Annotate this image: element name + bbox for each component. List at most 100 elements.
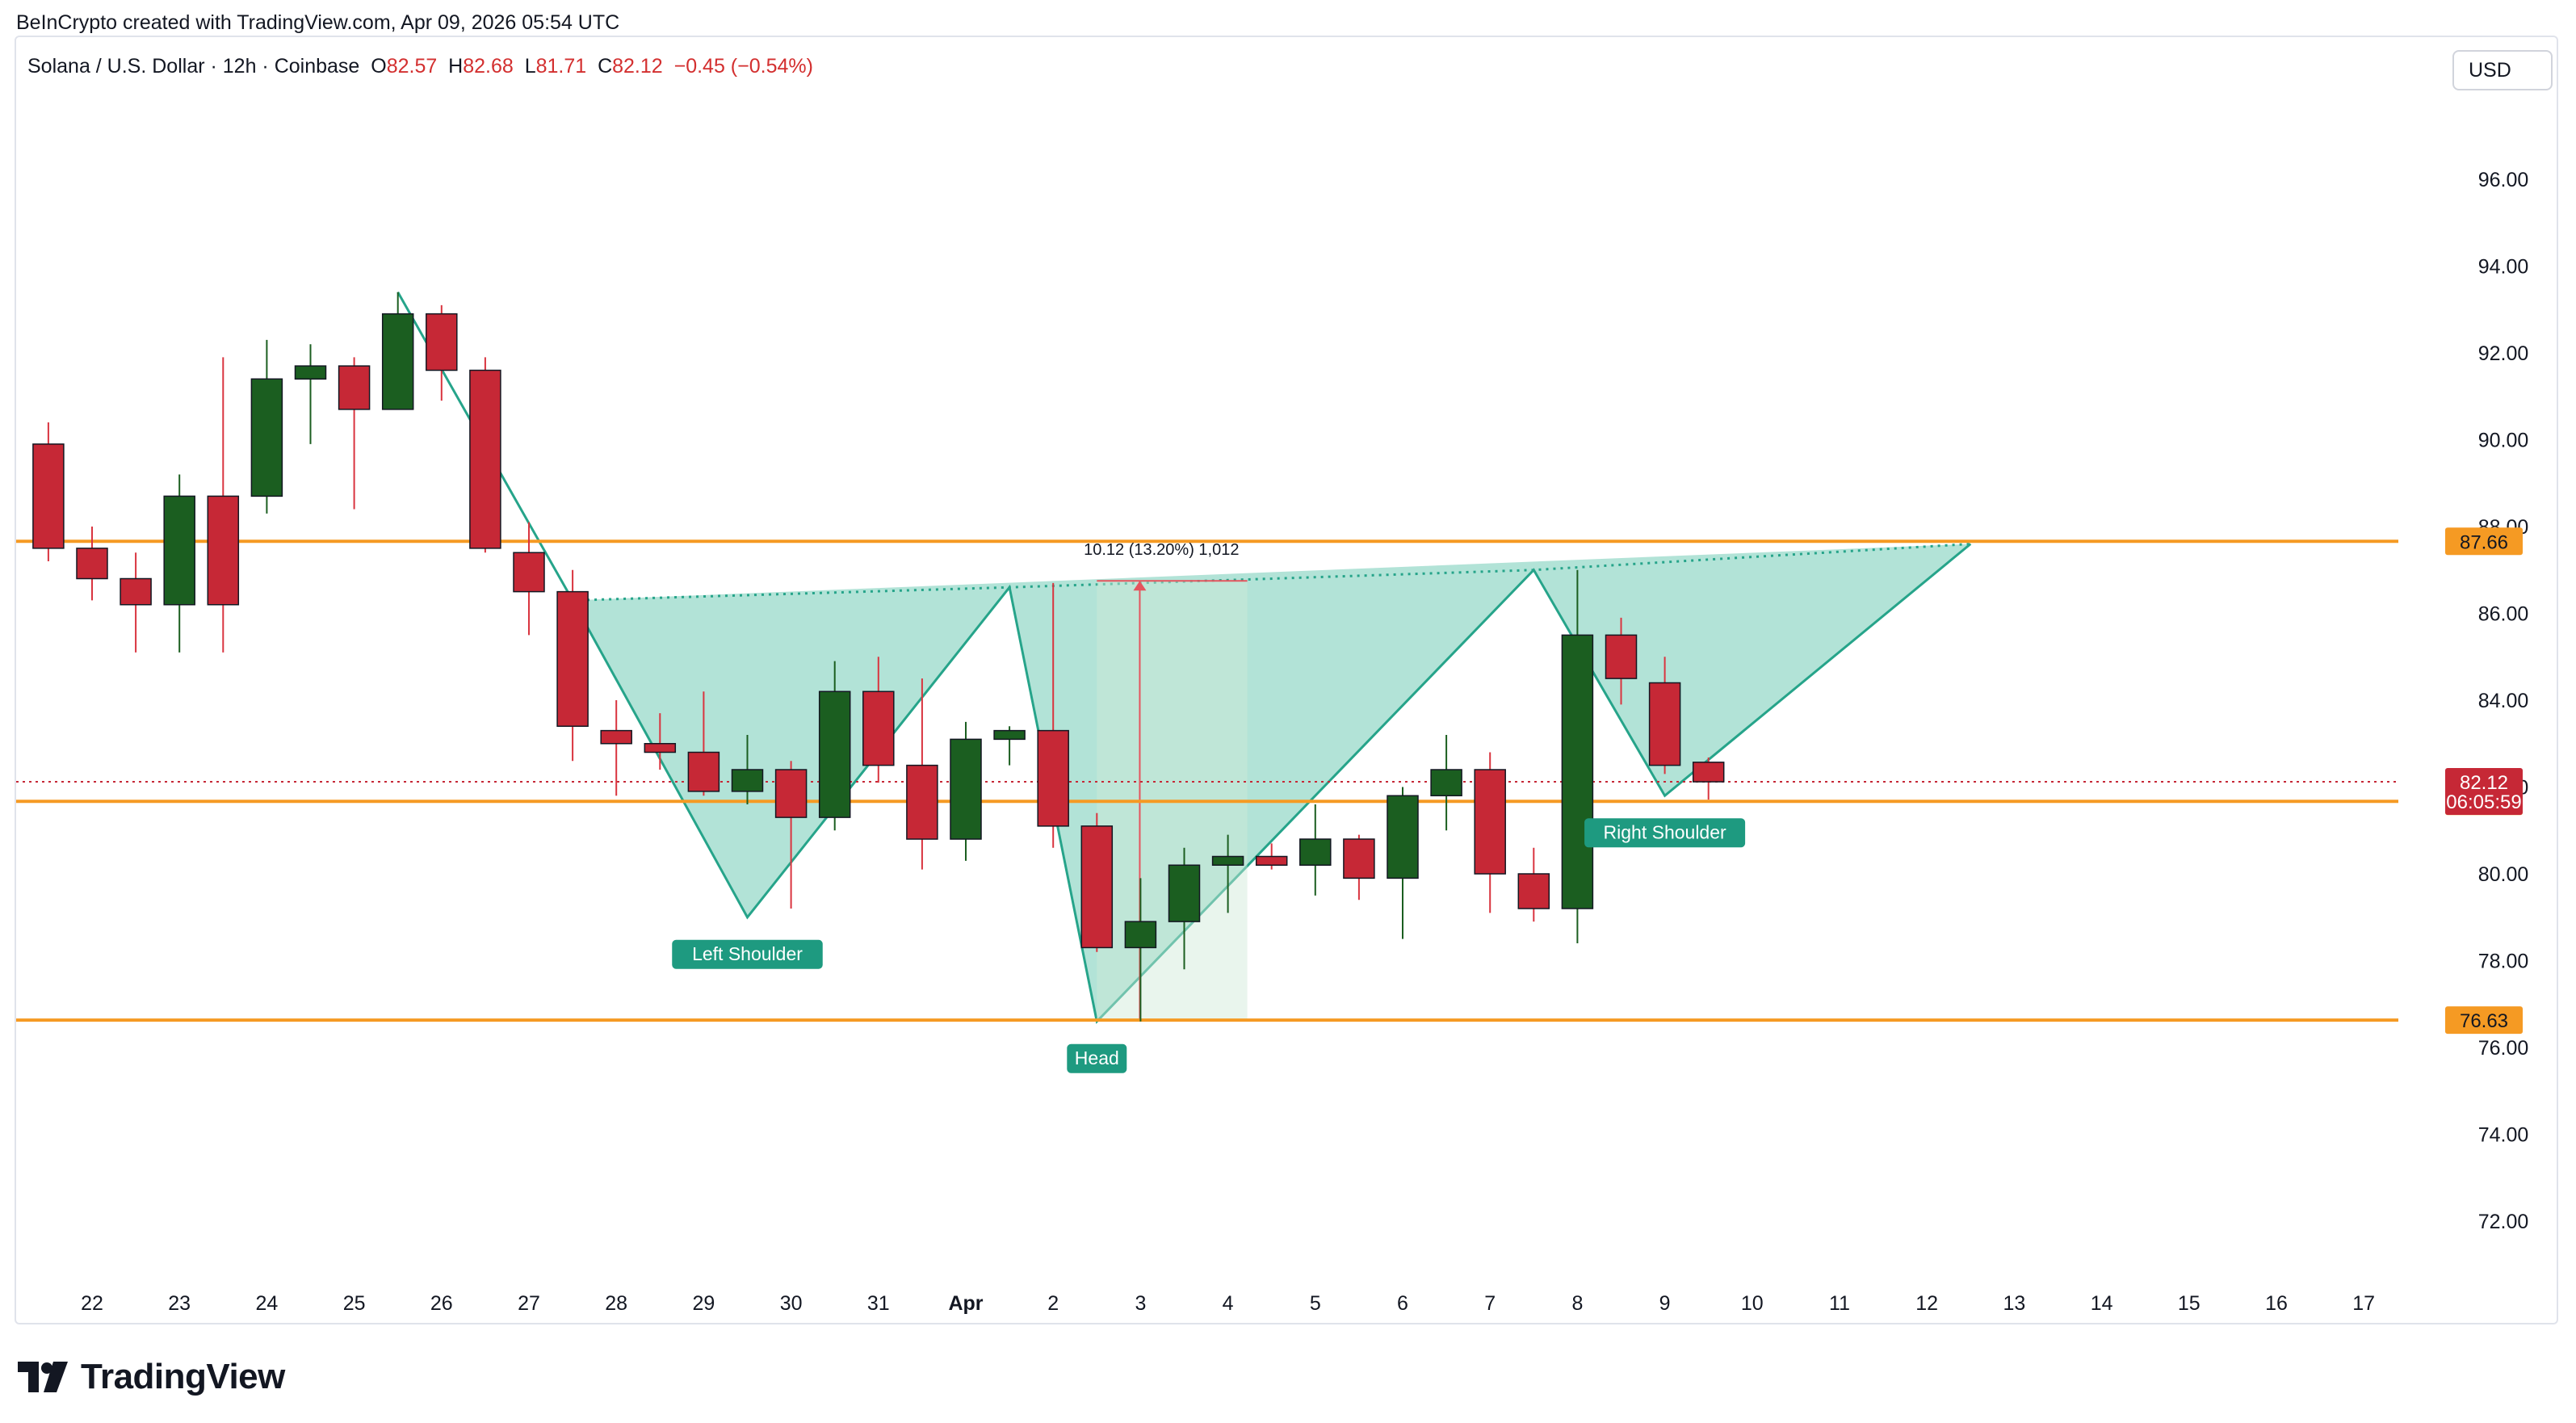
candle-body[interactable]	[1387, 795, 1419, 879]
candle-body[interactable]	[207, 495, 240, 606]
candle-body[interactable]	[513, 552, 545, 593]
level-price-badge-bg	[2445, 527, 2523, 556]
x-tick-label: 23	[168, 1292, 191, 1315]
candle-body[interactable]	[1343, 838, 1375, 879]
y-tick-label: 92.00	[2478, 342, 2529, 365]
candle-body[interactable]	[250, 378, 283, 497]
candle-body[interactable]	[687, 751, 720, 792]
last-price-badge-bg	[2445, 768, 2523, 816]
candle-body[interactable]	[338, 365, 371, 410]
pattern-label-text: Head	[1075, 1047, 1119, 1068]
level-price-badge[interactable]: 87.66	[2445, 527, 2523, 556]
measure-label: 10.12 (13.20%) 1,012	[1084, 541, 1239, 559]
x-tick-label: 2	[1047, 1292, 1059, 1315]
candle-body[interactable]	[120, 577, 152, 606]
candle-body[interactable]	[32, 443, 65, 549]
level-price-badge[interactable]: 76.63	[2445, 1006, 2523, 1035]
close-value: 82.12	[612, 55, 663, 78]
y-tick-label: 96.00	[2478, 169, 2529, 191]
pattern-label[interactable]: Right Shoulder	[1584, 818, 1746, 848]
candle-body[interactable]	[731, 769, 764, 792]
measure-arrow-head	[1133, 581, 1147, 591]
candle-body[interactable]	[294, 365, 327, 380]
candle-body[interactable]	[381, 313, 414, 410]
x-tick-label: 22	[81, 1292, 103, 1315]
x-tick-label: 15	[2178, 1292, 2201, 1315]
x-tick-label: 31	[867, 1292, 890, 1315]
y-tick-label: 78.00	[2478, 951, 2529, 973]
candle-body[interactable]	[1648, 682, 1681, 766]
x-tick-label: 13	[2003, 1292, 2025, 1315]
candle-body[interactable]	[1561, 634, 1594, 909]
candle-body[interactable]	[950, 738, 982, 840]
candle-body[interactable]	[1124, 921, 1157, 949]
x-tick-label: 29	[692, 1292, 715, 1315]
candle-body[interactable]	[1299, 838, 1332, 866]
x-tick-label: 14	[2091, 1292, 2113, 1315]
x-tick-label: 30	[780, 1292, 803, 1315]
candle-body[interactable]	[906, 764, 938, 840]
close-label: C	[598, 55, 613, 78]
candle-body[interactable]	[1080, 825, 1114, 949]
level-price-badge-bg	[2445, 1006, 2523, 1035]
tradingview-logo[interactable]: TradingView	[18, 1357, 285, 1397]
open-value: 82.57	[386, 55, 438, 78]
candle-body[interactable]	[163, 495, 195, 606]
x-tick-label: 17	[2352, 1292, 2375, 1315]
candle-body[interactable]	[993, 729, 1026, 741]
currency-button[interactable]: USD	[2452, 50, 2553, 90]
low-label: L	[524, 55, 536, 78]
candle-body[interactable]	[600, 729, 632, 745]
pattern-label-bg	[1067, 1043, 1127, 1073]
tradingview-logo-icon	[18, 1362, 68, 1392]
candle-body[interactable]	[774, 769, 808, 818]
level-price-badge-text: 87.66	[2460, 531, 2508, 553]
candle-body[interactable]	[1430, 769, 1462, 796]
candle-body[interactable]	[1474, 769, 1506, 875]
pattern-label[interactable]: Left Shoulder	[672, 939, 823, 969]
change-value: −0.45 (−0.54%)	[673, 55, 813, 78]
candle-body[interactable]	[1517, 873, 1550, 909]
pattern-label[interactable]: Head	[1067, 1043, 1127, 1073]
symbol-legend[interactable]: Solana / U.S. Dollar · 12h · Coinbase O8…	[27, 55, 813, 78]
y-tick-label: 94.00	[2478, 256, 2529, 279]
candle-body[interactable]	[1255, 855, 1288, 866]
pattern-label-text: Left Shoulder	[692, 943, 803, 964]
last-price-badge-text: 06:05:59	[2446, 791, 2521, 813]
candle-body[interactable]	[1168, 864, 1201, 922]
y-tick-label: 84.00	[2478, 690, 2529, 712]
pattern-label-text: Right Shoulder	[1604, 821, 1726, 842]
last-price-badge-text: 82.12	[2460, 772, 2508, 794]
pattern-label-bg	[672, 939, 823, 969]
neckline[interactable]	[573, 543, 1971, 602]
x-tick-label: Apr	[948, 1292, 983, 1315]
brand-name: TradingView	[81, 1357, 285, 1396]
candle-body[interactable]	[1211, 855, 1244, 866]
candle-body[interactable]	[644, 743, 677, 753]
candle-body[interactable]	[76, 548, 108, 580]
high-value: 82.68	[463, 55, 514, 78]
candle-body[interactable]	[1692, 762, 1725, 783]
candle-body[interactable]	[1605, 634, 1638, 679]
x-tick-label: 8	[1571, 1292, 1583, 1315]
candle-body[interactable]	[862, 691, 895, 766]
candle-body[interactable]	[556, 590, 589, 727]
candle-body[interactable]	[1037, 729, 1069, 827]
x-tick-label: 3	[1135, 1292, 1146, 1315]
x-tick-label: 26	[430, 1292, 453, 1315]
candle-body[interactable]	[818, 691, 851, 818]
open-label: O	[371, 55, 387, 78]
x-tick-label: 11	[1829, 1292, 1850, 1315]
x-tick-label: 6	[1397, 1292, 1408, 1315]
candle-body[interactable]	[426, 313, 458, 371]
y-tick-label: 72.00	[2478, 1211, 2529, 1233]
symbol-name[interactable]: Solana / U.S. Dollar · 12h · Coinbase	[27, 55, 360, 78]
x-tick-label: 5	[1310, 1292, 1321, 1315]
y-tick-label: 90.00	[2478, 430, 2529, 452]
candle-body[interactable]	[469, 369, 501, 549]
x-tick-label: 25	[343, 1292, 366, 1315]
y-tick-label: 80.00	[2478, 863, 2529, 886]
x-tick-label: 27	[518, 1292, 540, 1315]
